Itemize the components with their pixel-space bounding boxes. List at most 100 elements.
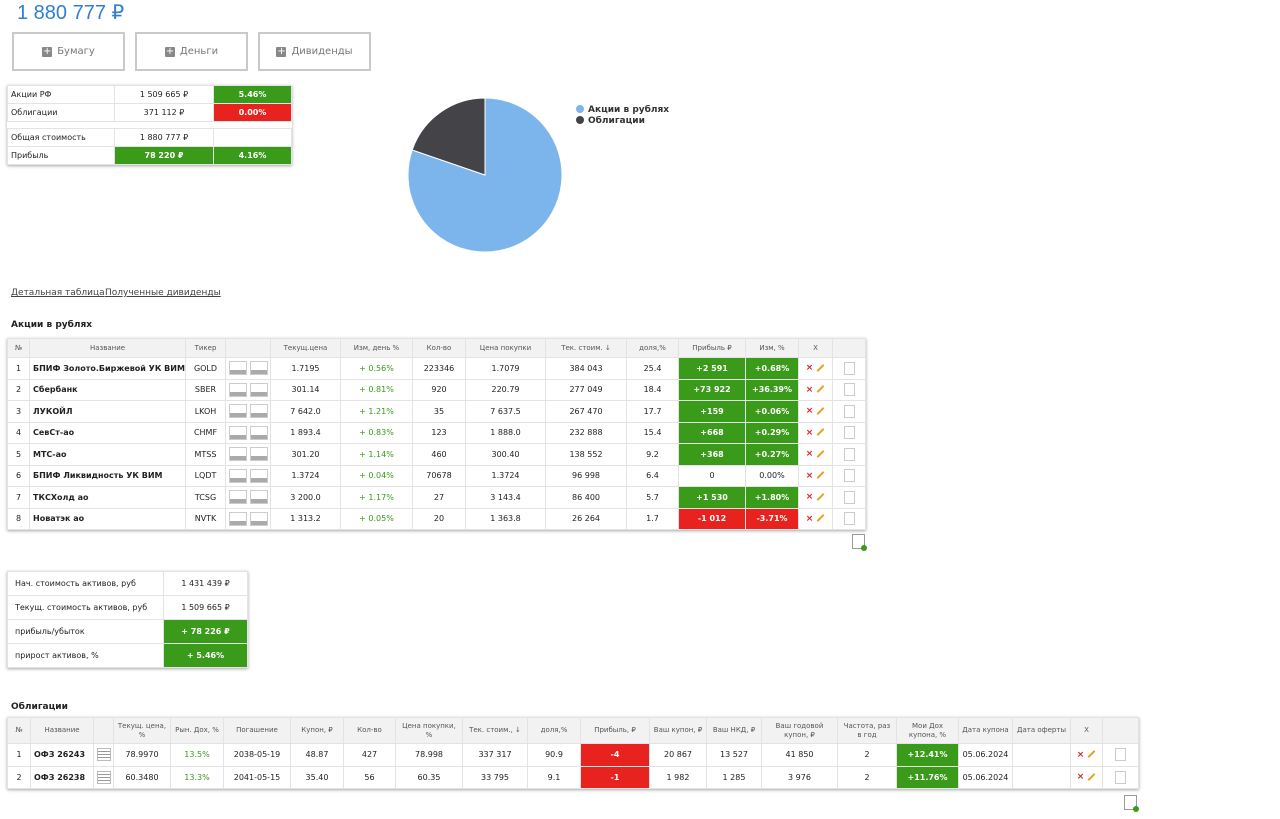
pct: 0.00% <box>213 103 292 122</box>
edit-icon[interactable] <box>1087 772 1096 781</box>
summary-row: Облигации 371 112 ₽0.00% <box>7 103 292 122</box>
bars-icon[interactable] <box>250 425 268 440</box>
cell: 26 264 <box>545 507 627 530</box>
delete-icon[interactable]: × <box>805 449 814 460</box>
bars-icon[interactable] <box>250 490 268 505</box>
cell: 17.7 <box>626 400 679 423</box>
bars-icon[interactable] <box>250 447 268 462</box>
doc-icon[interactable] <box>843 426 855 440</box>
cell: 6 <box>7 464 30 487</box>
blank-cell <box>832 357 866 380</box>
note-icon[interactable] <box>97 770 111 784</box>
add-security-button[interactable]: + Бумагу <box>12 32 125 71</box>
summary-row: Акции РФ 1 509 665 ₽5.46% <box>7 85 292 104</box>
column-header: Дата купона <box>958 717 1013 744</box>
value: + 5.46% <box>163 643 248 668</box>
blank-cell <box>832 464 866 487</box>
edit-icon[interactable] <box>1087 750 1096 759</box>
delete-icon[interactable]: × <box>805 384 814 395</box>
doc-icon[interactable] <box>1115 748 1126 762</box>
note-cell <box>93 743 114 767</box>
pct: 5.46% <box>213 85 292 104</box>
edit-icon[interactable] <box>816 363 825 372</box>
edit-icon[interactable] <box>816 449 825 458</box>
doc-icon[interactable] <box>843 361 855 375</box>
cell: 3 <box>7 400 30 423</box>
dividends-link[interactable]: Полученные дивиденды <box>105 288 221 298</box>
doc-icon[interactable] <box>843 490 855 504</box>
delete-icon[interactable]: × <box>805 470 814 481</box>
delete-icon[interactable]: × <box>805 513 814 524</box>
edit-icon[interactable] <box>816 514 825 523</box>
bars-icon[interactable] <box>250 382 268 397</box>
cell: -1 012 <box>678 507 746 530</box>
doc-icon[interactable] <box>843 512 855 526</box>
bars-icon[interactable] <box>250 361 268 376</box>
chart-icon[interactable] <box>229 382 247 397</box>
doc-icon[interactable] <box>843 383 855 397</box>
delete-icon[interactable]: × <box>805 427 814 438</box>
bars-icon[interactable] <box>250 468 268 483</box>
blank-cell <box>832 400 866 423</box>
cell: 2041-05-15 <box>223 765 291 789</box>
act-cell: × <box>798 507 833 530</box>
act-cell: × <box>798 443 833 466</box>
add-dividends-button[interactable]: + Дивиденды <box>258 32 371 71</box>
cell: 384 043 <box>545 357 627 380</box>
note-icon[interactable] <box>97 748 111 762</box>
legend-marker <box>576 116 584 124</box>
chart-icon[interactable] <box>229 404 247 419</box>
chart-icon[interactable] <box>229 447 247 462</box>
cell: 13 527 <box>706 743 762 767</box>
edit-icon[interactable] <box>816 492 825 501</box>
cell: ЛУКОЙЛ <box>29 400 186 423</box>
data-row: 7 ТКСХолд ао TCSG 3 200.0 + 1.17% 27 3 143.4 86… <box>7 486 866 509</box>
chart-icon[interactable] <box>229 425 247 440</box>
label: Общая стоимость <box>7 128 115 147</box>
column-header: Погашение <box>223 717 291 744</box>
chart-icon[interactable] <box>229 361 247 376</box>
doc-icon[interactable] <box>843 469 855 483</box>
delete-icon[interactable]: × <box>805 406 814 417</box>
button-label: Бумагу <box>57 46 95 57</box>
delete-icon[interactable]: × <box>805 492 814 503</box>
edit-icon[interactable] <box>816 385 825 394</box>
add-money-button[interactable]: + Деньги <box>135 32 248 71</box>
bars-icon[interactable] <box>250 511 268 526</box>
button-label: Деньги <box>179 46 219 57</box>
edit-icon[interactable] <box>816 406 825 415</box>
blank-cell <box>832 443 866 466</box>
doc-icon[interactable] <box>1115 770 1126 784</box>
cell: +12.41% <box>896 743 959 767</box>
chart-icon[interactable] <box>229 490 247 505</box>
column-header: Название <box>30 717 94 744</box>
detail-table-link[interactable]: Детальная таблица <box>11 288 105 298</box>
delete-icon[interactable]: × <box>1076 772 1085 783</box>
cell: + 0.05% <box>340 507 413 530</box>
label: прирост активов, % <box>7 643 164 668</box>
blank-cell <box>1102 765 1139 789</box>
data-row: 2 Сбербанк SBER 301.14 + 0.81% 920 220.79 277 0… <box>7 378 866 401</box>
chart-icon[interactable] <box>229 511 247 526</box>
cell: 78.998 <box>395 743 463 767</box>
blank-cell <box>1102 743 1139 767</box>
edit-icon[interactable] <box>816 471 825 480</box>
doc-icon[interactable] <box>843 404 855 418</box>
bars-icon[interactable] <box>250 404 268 419</box>
cell: +1 530 <box>678 486 746 509</box>
cell: NVTK <box>185 507 226 530</box>
cell: +0.27% <box>745 443 799 466</box>
export-icon[interactable] <box>1124 795 1139 812</box>
column-header: Тикер <box>185 338 226 358</box>
blank-cell <box>832 421 866 444</box>
edit-icon[interactable] <box>816 428 825 437</box>
cell: 267 470 <box>545 400 627 423</box>
column-header <box>93 717 114 744</box>
cell: +0.06% <box>745 400 799 423</box>
doc-icon[interactable] <box>843 447 855 461</box>
delete-icon[interactable]: × <box>1076 749 1085 760</box>
delete-icon[interactable]: × <box>805 363 814 374</box>
export-icon[interactable] <box>852 534 867 551</box>
chart-icon[interactable] <box>229 468 247 483</box>
